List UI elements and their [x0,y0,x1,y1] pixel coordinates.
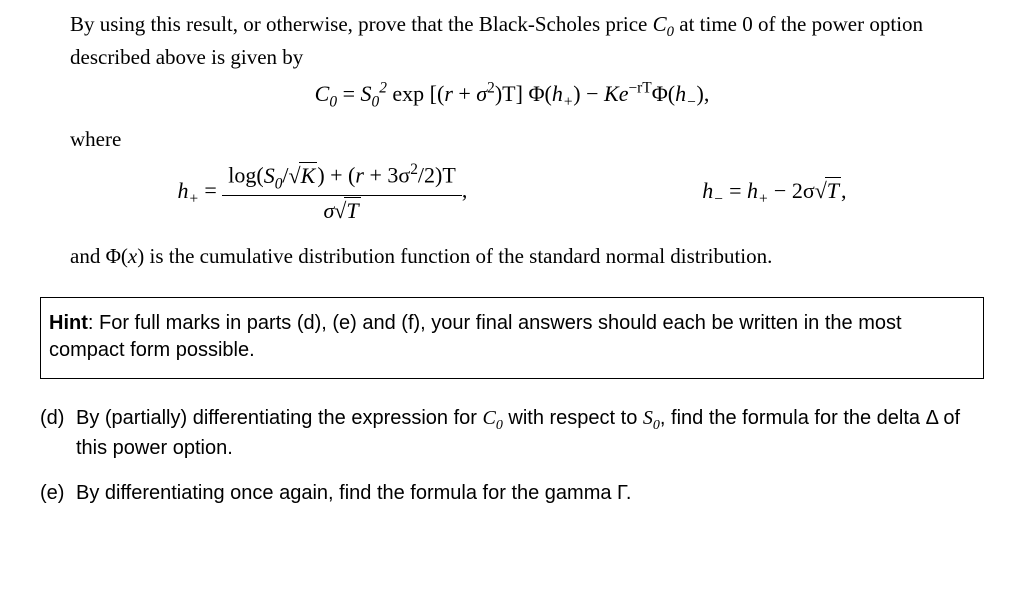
hint-label: Hint [49,312,88,334]
formula-hminus: h− = h+ − 2σT, [702,178,846,208]
hm-h: h [702,178,713,203]
f-hpsub: + [563,93,573,110]
hm-hpsub: + [758,190,768,207]
text-d: By (partially) differentiating the expre… [76,405,984,463]
f-hm: h [675,81,686,106]
f-minus: − [581,81,604,106]
hm-sqrtT: T [815,178,841,204]
f-Csub: 0 [329,93,337,110]
hm-minus: − 2σ [768,178,814,203]
phi-suf: ) is the cumulative distribution functio… [137,244,772,268]
var-C0: C0 [653,12,674,36]
phi-x: x [128,244,137,268]
f-hp: h [552,81,563,106]
d-Csub: 0 [496,418,503,433]
where-label: where [70,125,984,153]
f-C: C [315,81,330,106]
f-Phi2: Φ( [652,81,675,106]
hp-nc: ) + ( [317,163,355,188]
hp-frac: log(S0/K) + (r + 3σ2/2)TσT [222,161,462,224]
phi-pre: and Φ( [70,244,128,268]
f-cpT: )T [495,81,516,106]
text-e: By differentiating once again, find the … [76,480,984,507]
f-sigma: σ [476,81,487,106]
phi-description: and Φ(x) is the cumulative distribution … [70,242,984,270]
hp-r: r [355,163,364,188]
formula-hplus: h+ = log(S0/K) + (r + 3σ2/2)TσT, [177,161,467,224]
hp-den: σT [222,196,462,224]
hp-log: log( [228,163,263,188]
hint-box: Hint: For full marks in parts (d), (e) a… [40,297,984,379]
label-d: (d) [40,405,76,463]
hint-text: : For full marks in parts (d), (e) and (… [49,312,902,361]
f-sq: 2 [487,79,495,96]
f-plus: + [453,81,476,106]
question-e: (e) By differentiating once again, find … [40,480,984,507]
formula-c0-content: C0 = S02 exp [(r + σ2)T] Φ(h+) − Ke−rTΦ(… [315,81,710,106]
f-e: e [619,81,629,106]
formula-c0: C0 = S02 exp [(r + σ2)T] Φ(h+) − Ke−rTΦ(… [40,79,984,111]
c-letter: C [653,12,667,36]
f-S: S [360,81,371,106]
hm-T: T [825,177,841,203]
f-brkc: ] [516,81,523,106]
c-sub: 0 [667,24,674,40]
d-Ssub: 0 [653,418,660,433]
hp-K: K [299,162,318,188]
formula-h-row: h+ = log(S0/K) + (r + 3σ2/2)TσT, h− = h+… [60,161,964,224]
f-esup: −rT [628,79,651,96]
hp-eq: = [199,178,222,203]
d-mid: with respect to [503,407,643,429]
question-d: (d) By (partially) differentiating the e… [40,405,984,463]
hm-comma: , [841,178,847,203]
f-hmsub: − [686,93,696,110]
intro-paragraph: By using this result, or otherwise, prov… [70,10,984,71]
f-exp: exp [387,81,430,106]
f-Phi: Φ( [523,81,552,106]
intro-text-1: By using this result, or otherwise, prov… [70,12,653,36]
hp-num: log(S0/K) + (r + 3σ2/2)T [222,161,462,196]
f-Ssup: 2 [379,79,387,96]
hp-S: S [264,163,275,188]
hp-T: T [344,197,360,223]
d-before: By (partially) differentiating the expre… [76,407,483,429]
hp-3sig: + 3σ [364,163,410,188]
f-r: r [444,81,453,106]
f-K: K [604,81,619,106]
hp-sqrtK: K [289,163,318,189]
hp-comma: , [462,178,468,203]
f-eq: = [337,81,360,106]
hm-sub: − [713,190,723,207]
f-pc: ) [573,81,580,106]
hp-sqrtT: T [334,198,360,224]
f-brko: [ [430,81,437,106]
d-C: C [483,407,496,429]
hp-h: h [177,178,188,203]
hm-hp: h [747,178,758,203]
label-e: (e) [40,480,76,507]
f-final: ), [697,81,710,106]
d-S: S [643,407,653,429]
page-root: By using this result, or otherwise, prov… [0,0,1024,535]
hp-sq: 2 [410,161,418,178]
hp-sub: + [188,190,198,207]
hp-o2T: /2)T [418,163,456,188]
hm-eq: = [724,178,747,203]
hp-dsig: σ [323,198,334,223]
